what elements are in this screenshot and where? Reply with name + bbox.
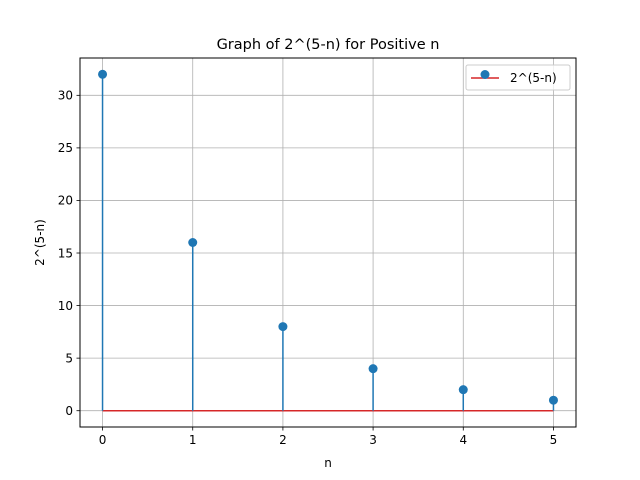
x-tick-label: 3 — [369, 433, 377, 447]
x-tick-label: 0 — [99, 433, 107, 447]
y-tick-label: 5 — [65, 351, 73, 365]
y-ticks: 0 5 10 15 20 25 30 — [58, 89, 80, 418]
stems — [101, 74, 555, 411]
x-axis-label: n — [324, 456, 332, 470]
y-tick-label: 10 — [58, 299, 73, 313]
data-point — [98, 69, 108, 79]
y-tick-label: 15 — [58, 246, 73, 260]
data-point — [368, 364, 378, 374]
x-tick-label: 5 — [550, 433, 558, 447]
x-tick-label: 2 — [279, 433, 287, 447]
x-ticks: 0 1 2 3 4 5 — [99, 427, 558, 447]
data-point — [278, 322, 288, 332]
legend-marker-swatch — [480, 70, 490, 79]
data-point — [548, 395, 558, 405]
y-tick-label: 25 — [58, 141, 73, 155]
plot-frame — [79, 57, 577, 428]
chart-title: Graph of 2^(5-n) for Positive n — [217, 37, 440, 53]
markers — [98, 69, 558, 405]
legend-entry-label: 2^(5-n) — [510, 71, 557, 85]
y-tick-label: 0 — [65, 404, 73, 418]
grid — [80, 58, 576, 427]
data-point — [458, 385, 468, 395]
data-point — [188, 238, 198, 247]
y-axis-label: 2^(5-n) — [33, 219, 47, 266]
y-tick-label: 30 — [58, 89, 73, 103]
x-tick-label: 4 — [459, 433, 467, 447]
x-tick-label: 1 — [189, 433, 197, 447]
legend: 2^(5-n) — [465, 64, 571, 91]
legend-box — [465, 64, 571, 91]
y-tick-label: 20 — [58, 194, 73, 208]
